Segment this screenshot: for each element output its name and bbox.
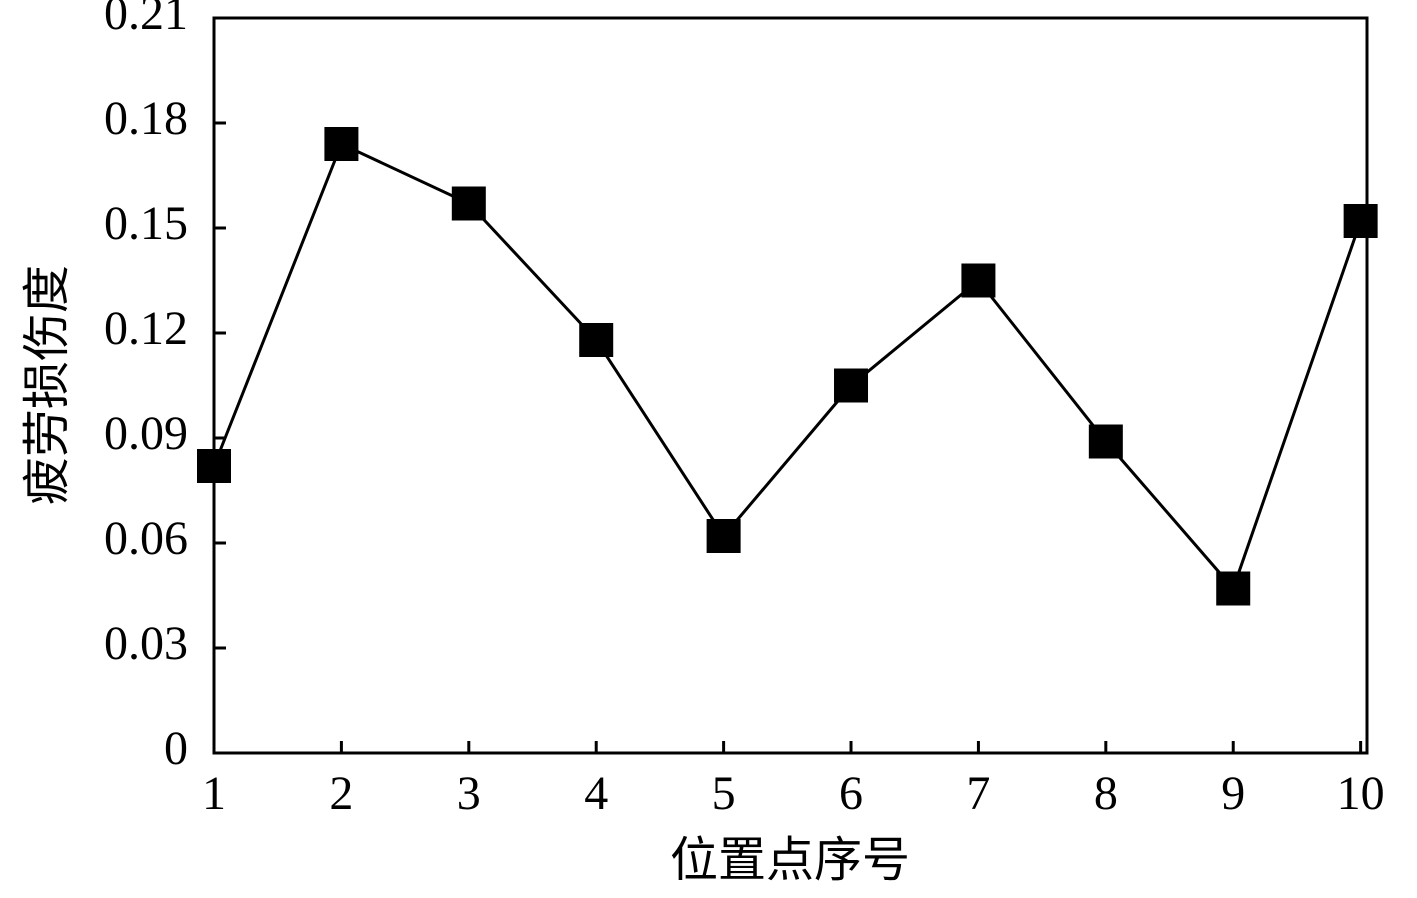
marker — [579, 323, 614, 357]
x-axis-label: 位置点序号 — [670, 834, 910, 887]
x-tick-label: 4 — [584, 767, 608, 820]
x-tick-label: 1 — [202, 767, 226, 820]
x-tick-label: 3 — [457, 767, 481, 820]
plot-frame — [212, 16, 1369, 755]
marker — [1216, 571, 1251, 606]
x-tick-label: 7 — [966, 767, 990, 820]
marker — [324, 127, 359, 161]
y-tick-label: 0.03 — [104, 617, 188, 670]
y-tick-label: 0 — [164, 722, 188, 775]
x-tick-label: 9 — [1221, 767, 1245, 820]
marker — [1343, 204, 1378, 238]
marker — [961, 263, 996, 298]
y-axis-label: 疲劳损伤度 — [21, 265, 74, 505]
marker — [1088, 424, 1123, 459]
x-tick-label: 5 — [712, 767, 736, 820]
marker — [197, 449, 231, 483]
marker — [834, 368, 869, 403]
x-tick-label: 10 — [1337, 767, 1385, 820]
x-tick-label: 8 — [1094, 767, 1118, 820]
y-tick-label: 0.06 — [104, 512, 188, 565]
y-tick-label: 0.21 — [104, 0, 188, 40]
y-tick-label: 0.12 — [104, 302, 188, 355]
y-tick-label: 0.15 — [104, 197, 188, 250]
marker — [451, 186, 486, 221]
series-line — [212, 141, 1363, 592]
y-tick-label: 0.18 — [104, 92, 188, 145]
y-tick-label: 0.09 — [104, 407, 188, 460]
x-tick-label: 6 — [839, 767, 863, 820]
marker — [706, 519, 741, 553]
x-tick-label: 2 — [329, 767, 353, 820]
